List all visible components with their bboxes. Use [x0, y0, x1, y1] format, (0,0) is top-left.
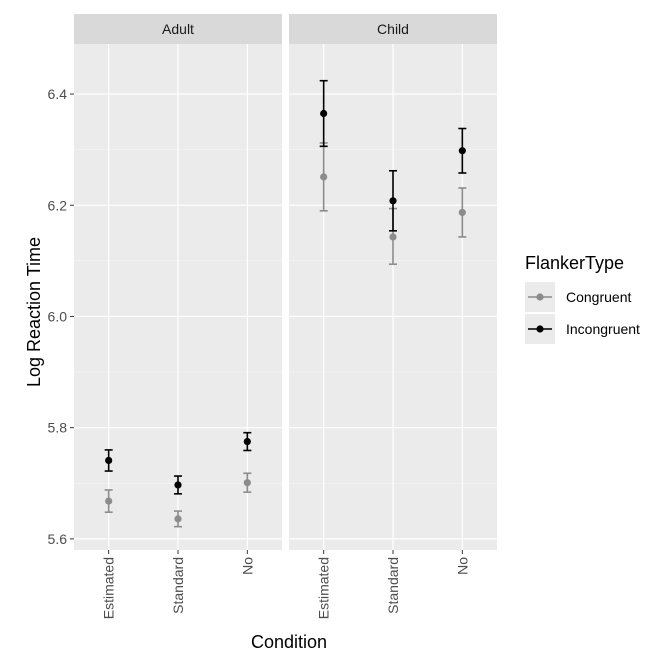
strip-label-child: Child — [377, 21, 409, 37]
y-tick-label: 5.6 — [48, 531, 68, 547]
data-point-incongruent — [243, 437, 251, 446]
legend-label-incongruent: Incongruent — [566, 321, 640, 337]
data-point-congruent — [174, 515, 182, 523]
data-point-incongruent — [105, 456, 113, 465]
data-point-incongruent — [320, 109, 328, 118]
strip-child — [289, 14, 497, 44]
strip-label-adult: Adult — [162, 21, 194, 37]
x-tick-label: No — [239, 557, 255, 575]
legend-title: FlankerType — [525, 253, 624, 273]
data-point-congruent — [243, 479, 251, 487]
legend-key-point — [536, 325, 544, 333]
x-tick-label: Standard — [385, 557, 401, 614]
x-tick-label: Estimated — [316, 557, 332, 619]
data-point-incongruent — [174, 481, 182, 489]
x-tick-label: Estimated — [101, 557, 117, 619]
y-axis-title: Log Reaction Time — [24, 237, 44, 387]
legend: FlankerType Congruent Incongruent — [525, 253, 640, 344]
y-tick-label: 5.8 — [48, 420, 68, 436]
data-point-congruent — [458, 208, 466, 217]
x-axis-title: Condition — [251, 632, 327, 652]
legend-key-point — [536, 293, 544, 301]
y-axis: 5.6 5.8 6.0 6.2 6.4 Estimated Standard No Estima… — [48, 86, 471, 619]
data-point-incongruent — [389, 197, 397, 205]
facet-panels: Adult Child — [74, 14, 497, 550]
data-point-congruent — [389, 233, 397, 241]
data-point-incongruent — [458, 147, 466, 155]
x-tick-label: No — [454, 557, 470, 575]
y-tick-label: 6.4 — [48, 86, 68, 102]
legend-label-congruent: Congruent — [566, 289, 631, 305]
strip-adult — [74, 14, 282, 44]
x-tick-label: Standard — [170, 557, 186, 614]
chart-marks — [104, 79, 467, 528]
data-point-congruent — [105, 497, 113, 505]
data-point-congruent — [320, 173, 328, 181]
y-tick-label: 6.2 — [48, 197, 68, 213]
y-tick-label: 6.0 — [48, 308, 68, 324]
